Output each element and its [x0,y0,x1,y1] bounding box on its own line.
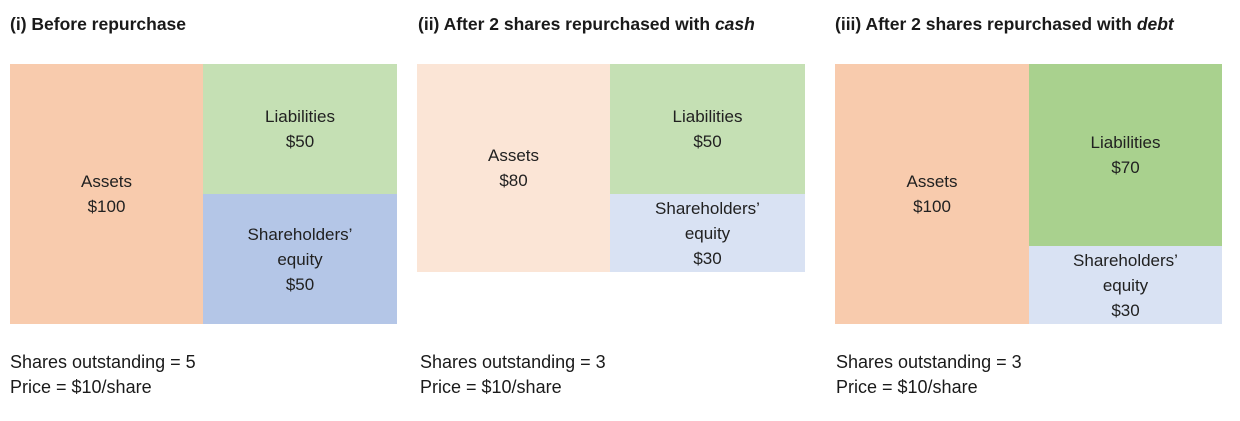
price-line: Price = $10/share [836,377,978,397]
panel-title-before-text: (i) Before repurchase [10,14,187,34]
equity-value: $30 [1111,300,1140,320]
shares-outstanding-line: Shares outstanding = 5 [10,352,196,372]
panel-title-debt-text: (iii) After 2 shares repurchased with [835,14,1137,34]
panel-title-cash: (ii) After 2 shares repurchased with cas… [418,14,755,35]
assets-value: $100 [87,197,126,216]
liabilities-box-debt: Liabilities $70 [1029,64,1222,246]
liabilities-label: Liabilities [1090,133,1161,152]
assets-box-cash: Assets $80 [417,64,610,272]
shares-outstanding-line: Shares outstanding = 3 [420,352,606,372]
price-line: Price = $10/share [10,377,152,397]
equity-label-line1: Shareholders’ [1073,250,1178,270]
panel-title-cash-emphasis: cash [714,14,755,34]
equity-label-line2: equity [1102,275,1149,295]
footer-before: Shares outstanding = 5 Price = $10/share [10,350,196,400]
liabilities-value: $50 [693,132,722,151]
liabilities-label: Liabilities [672,107,743,126]
equity-label-line2: equity [277,249,323,269]
liabilities-box-cash: Liabilities $50 [610,64,805,194]
footer-cash: Shares outstanding = 3 Price = $10/share [420,350,606,400]
price-line: Price = $10/share [420,377,562,397]
equity-box-before: Shareholders’ equity $50 [203,194,397,324]
equity-label-line1: Shareholders’ [247,224,353,244]
panel-title-debt-emphasis: debt [1136,14,1174,34]
equity-label-line1: Shareholders’ [655,198,760,218]
shares-outstanding-line: Shares outstanding = 3 [836,352,1022,372]
liabilities-box-before: Liabilities $50 [203,64,397,194]
assets-box-before: Assets $100 [10,64,203,324]
equity-value: $30 [693,248,722,268]
assets-label: Assets [80,172,133,191]
equity-box-debt: Shareholders’ equity $30 [1029,246,1222,324]
assets-value: $80 [499,171,528,190]
liabilities-label: Liabilities [265,107,335,126]
assets-value: $100 [913,197,951,216]
equity-value: $50 [285,274,315,294]
liabilities-value: $50 [285,132,315,151]
equity-box-cash: Shareholders’ equity $30 [610,194,805,272]
assets-box-debt: Assets $100 [835,64,1029,324]
liabilities-value: $70 [1111,158,1140,177]
equity-label-line2: equity [684,223,731,243]
panel-title-debt: (iii) After 2 shares repurchased with de… [835,14,1174,35]
panel-title-cash-text: (ii) After 2 shares repurchased with [418,14,715,34]
footer-debt: Shares outstanding = 3 Price = $10/share [836,350,1022,400]
assets-label: Assets [906,172,958,191]
panel-title-before: (i) Before repurchase [10,14,186,35]
assets-label: Assets [487,146,540,165]
